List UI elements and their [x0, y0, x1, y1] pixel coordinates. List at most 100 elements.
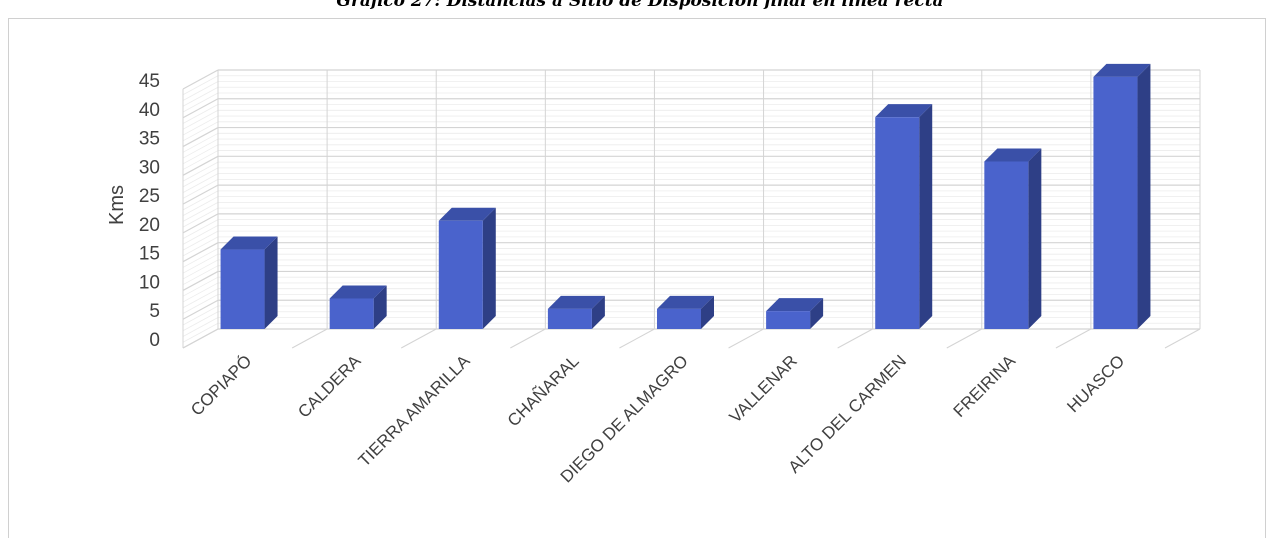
bar-side	[1028, 148, 1042, 329]
y-tick-label: 35	[139, 129, 160, 150]
x-tick-label: ALTO DEL CARMEN	[785, 351, 910, 476]
side-gridline	[182, 276, 219, 297]
floor-gridline	[291, 328, 328, 349]
side-gridline	[182, 242, 219, 263]
bar-side	[591, 295, 605, 329]
side-gridline	[182, 299, 219, 320]
bar-front	[438, 220, 483, 329]
side-gridline	[182, 173, 219, 193]
bar-front	[329, 298, 374, 329]
bar	[875, 104, 933, 330]
side-gridline	[182, 155, 219, 176]
bar-top	[875, 104, 933, 118]
side-gridline	[182, 265, 219, 286]
side-gridline	[182, 104, 219, 124]
side-gridline	[182, 179, 219, 199]
y-tick-label: 40	[139, 100, 160, 121]
bar	[1093, 63, 1151, 329]
bar	[220, 236, 278, 329]
side-gridline	[182, 259, 219, 280]
bar-front	[766, 311, 811, 329]
x-tick-label: CALDERA	[294, 351, 365, 422]
bar-side	[919, 104, 933, 330]
bar-front	[220, 249, 265, 329]
side-gridline	[182, 305, 219, 326]
side-gridline	[182, 184, 219, 205]
floor-gridline	[182, 328, 219, 349]
bar	[657, 295, 714, 329]
bar-side	[810, 298, 824, 329]
side-gridline	[182, 317, 219, 337]
floor-gridline	[400, 328, 437, 349]
side-gridline	[182, 248, 219, 268]
bar-side	[701, 295, 714, 329]
x-tick-label: FREIRINA	[950, 351, 1020, 421]
y-axis-title: Kms	[106, 185, 128, 225]
side-gridline	[182, 230, 219, 251]
side-gridline	[182, 225, 219, 245]
y-tick-label: 0	[149, 330, 160, 351]
bar-front	[657, 308, 701, 329]
side-gridline	[182, 144, 219, 165]
bar-top	[984, 148, 1042, 162]
side-gridline	[182, 167, 219, 188]
side-gridline	[182, 294, 219, 314]
y-tick-label: 5	[149, 301, 160, 322]
bar-top	[657, 295, 714, 309]
bar-top	[547, 295, 605, 309]
bar-front	[547, 308, 592, 329]
side-gridline	[182, 190, 219, 211]
bar-front	[875, 117, 920, 330]
bar-top	[1093, 63, 1151, 77]
side-gridline	[182, 236, 219, 257]
side-gridline	[182, 121, 219, 142]
floor-gridline	[1055, 328, 1092, 349]
bar	[547, 295, 605, 329]
side-gridline	[182, 115, 219, 136]
side-gridline	[182, 127, 219, 148]
bar-top	[766, 298, 824, 312]
side-gridline	[182, 98, 219, 119]
y-axis-ticks: 0 5 10 15 20 25 30 35 40 45	[139, 71, 160, 351]
bar-front	[1093, 76, 1138, 329]
bar	[438, 207, 496, 329]
y-tick-label: 30	[139, 157, 160, 178]
side-gridline	[182, 81, 219, 101]
bar	[766, 298, 824, 329]
side-gridline	[182, 92, 219, 113]
x-tick-label: CHAÑARAL	[504, 351, 583, 430]
side-gridline	[182, 75, 219, 96]
side-gridline	[182, 132, 219, 153]
side-gridline	[182, 311, 219, 332]
bars	[220, 63, 1151, 330]
bar-top	[329, 285, 387, 299]
x-tick-label: TIERRA AMARILLA	[355, 351, 474, 470]
floor-gridline	[1164, 328, 1201, 349]
y-tick-label: 10	[139, 272, 160, 293]
side-gridline	[182, 207, 219, 228]
y-tick-label: 45	[139, 71, 160, 92]
bar-top	[220, 236, 278, 250]
chart-title: Gráfico 27: Distancias a Sitio de Dispos…	[336, 0, 944, 11]
bar-side	[482, 207, 496, 329]
y-tick-label: 20	[139, 215, 160, 236]
side-gridline	[182, 150, 219, 170]
bar	[984, 148, 1042, 329]
x-tick-label: HUASCO	[1063, 351, 1128, 416]
side-gridline	[182, 270, 219, 291]
side-gridline	[182, 282, 219, 303]
chart-frame	[8, 18, 1266, 538]
x-tick-label: VALLENAR	[726, 351, 801, 426]
side-gridline	[182, 69, 219, 90]
side-gridline	[182, 219, 219, 239]
floor-gridline	[510, 328, 546, 349]
bar-top	[438, 207, 496, 221]
floor-gridline	[728, 328, 764, 349]
bar	[329, 285, 387, 329]
side-gridline	[182, 138, 219, 159]
side-gridline	[182, 202, 219, 222]
bar-side	[1137, 63, 1151, 329]
side-gridline	[182, 288, 219, 309]
